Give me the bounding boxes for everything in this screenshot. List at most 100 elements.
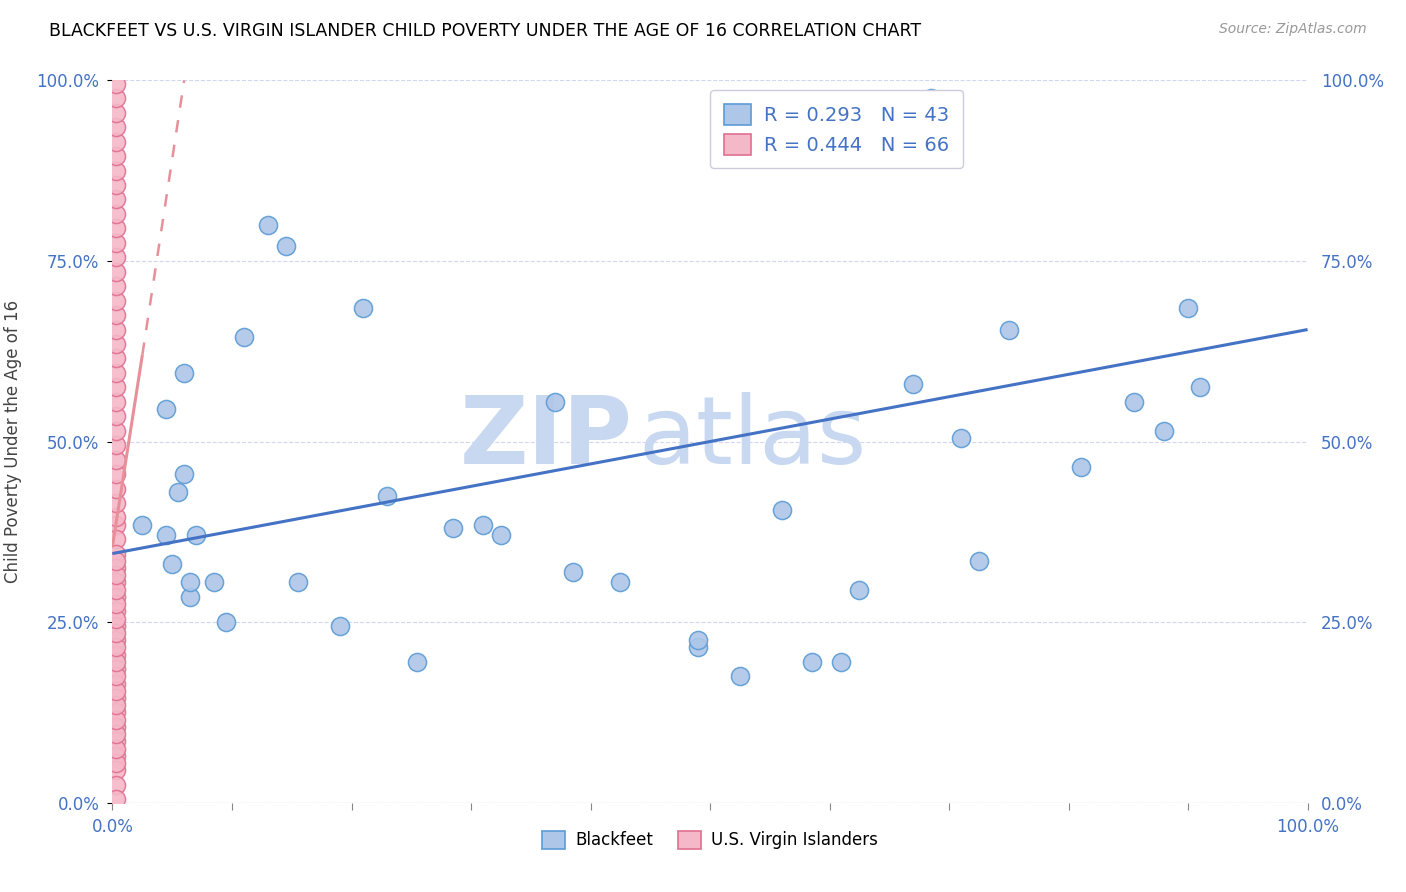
- Point: [173, 467, 195, 481]
- Point: [770, 503, 793, 517]
- Point: [105, 648, 128, 662]
- Point: [233, 330, 256, 344]
- Point: [105, 517, 128, 532]
- Point: [105, 575, 128, 590]
- Point: [105, 265, 128, 279]
- Point: [105, 424, 128, 438]
- Point: [329, 619, 352, 633]
- Point: [105, 163, 128, 178]
- Point: [105, 792, 128, 806]
- Point: [543, 394, 565, 409]
- Point: [406, 655, 429, 669]
- Point: [800, 655, 823, 669]
- Point: [105, 409, 128, 424]
- Point: [105, 554, 128, 568]
- Point: [848, 582, 870, 597]
- Point: [1070, 459, 1092, 474]
- Point: [105, 683, 128, 698]
- Point: [105, 720, 128, 734]
- Point: [352, 301, 374, 315]
- Point: [105, 77, 128, 91]
- Text: Source: ZipAtlas.com: Source: ZipAtlas.com: [1219, 22, 1367, 37]
- Point: [831, 655, 853, 669]
- Point: [105, 611, 128, 625]
- Point: [688, 633, 710, 648]
- Point: [105, 351, 128, 366]
- Point: [155, 528, 177, 542]
- Point: [167, 485, 190, 500]
- Point: [257, 218, 280, 232]
- Point: [105, 741, 128, 756]
- Point: [105, 510, 128, 524]
- Point: [105, 105, 128, 120]
- Point: [1123, 394, 1146, 409]
- Point: [472, 517, 495, 532]
- Point: [105, 547, 128, 561]
- Point: [105, 149, 128, 163]
- Point: [105, 452, 128, 467]
- Point: [105, 582, 128, 597]
- Point: [105, 394, 128, 409]
- Point: [274, 239, 297, 253]
- Point: [105, 626, 128, 640]
- Point: [998, 322, 1021, 336]
- Point: [105, 279, 128, 293]
- Point: [105, 778, 128, 792]
- Point: [105, 597, 128, 611]
- Point: [179, 590, 201, 604]
- Point: [105, 532, 128, 546]
- Point: [489, 528, 512, 542]
- Point: [162, 558, 183, 572]
- Point: [105, 561, 128, 575]
- Point: [105, 713, 128, 727]
- Point: [1189, 380, 1212, 394]
- Point: [609, 575, 631, 590]
- Point: [105, 734, 128, 748]
- Point: [105, 662, 128, 676]
- Point: [728, 669, 751, 683]
- Point: [1153, 424, 1175, 438]
- Point: [105, 496, 128, 510]
- Point: [105, 706, 128, 720]
- Point: [105, 337, 128, 351]
- Point: [441, 521, 464, 535]
- Point: [105, 640, 128, 655]
- Legend: Blackfeet, U.S. Virgin Islanders: Blackfeet, U.S. Virgin Islanders: [536, 824, 884, 856]
- Point: [920, 91, 942, 105]
- Y-axis label: Child Poverty Under the Age of 16: Child Poverty Under the Age of 16: [4, 300, 22, 583]
- Point: [105, 178, 128, 192]
- Point: [202, 575, 225, 590]
- Point: [105, 691, 128, 706]
- Point: [105, 633, 128, 648]
- Point: [105, 235, 128, 250]
- Point: [179, 575, 201, 590]
- Point: [105, 748, 128, 763]
- Point: [105, 250, 128, 264]
- Point: [903, 376, 925, 391]
- Point: [105, 727, 128, 741]
- Point: [105, 467, 128, 481]
- Point: [105, 568, 128, 582]
- Point: [215, 615, 238, 630]
- Point: [105, 322, 128, 336]
- Point: [287, 575, 309, 590]
- Point: [186, 528, 208, 542]
- Point: [105, 590, 128, 604]
- Point: [105, 438, 128, 452]
- Point: [105, 482, 128, 496]
- Point: [105, 221, 128, 235]
- Point: [105, 120, 128, 135]
- Point: [105, 676, 128, 690]
- Text: ZIP: ZIP: [460, 392, 633, 484]
- Text: BLACKFEET VS U.S. VIRGIN ISLANDER CHILD POVERTY UNDER THE AGE OF 16 CORRELATION : BLACKFEET VS U.S. VIRGIN ISLANDER CHILD …: [49, 22, 921, 40]
- Point: [105, 669, 128, 683]
- Point: [105, 604, 128, 618]
- Point: [105, 380, 128, 394]
- Point: [155, 402, 177, 417]
- Point: [105, 193, 128, 207]
- Point: [105, 764, 128, 778]
- Point: [105, 756, 128, 770]
- Point: [105, 619, 128, 633]
- Point: [105, 135, 128, 149]
- Point: [105, 655, 128, 669]
